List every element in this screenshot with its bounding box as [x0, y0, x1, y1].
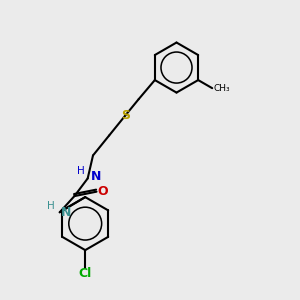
- Text: H: H: [77, 166, 85, 176]
- Text: N: N: [61, 206, 72, 219]
- Text: O: O: [98, 185, 108, 198]
- Text: N: N: [91, 170, 102, 183]
- Text: CH₃: CH₃: [214, 84, 230, 93]
- Text: S: S: [121, 109, 130, 122]
- Text: H: H: [47, 201, 55, 211]
- Text: Cl: Cl: [79, 267, 92, 280]
